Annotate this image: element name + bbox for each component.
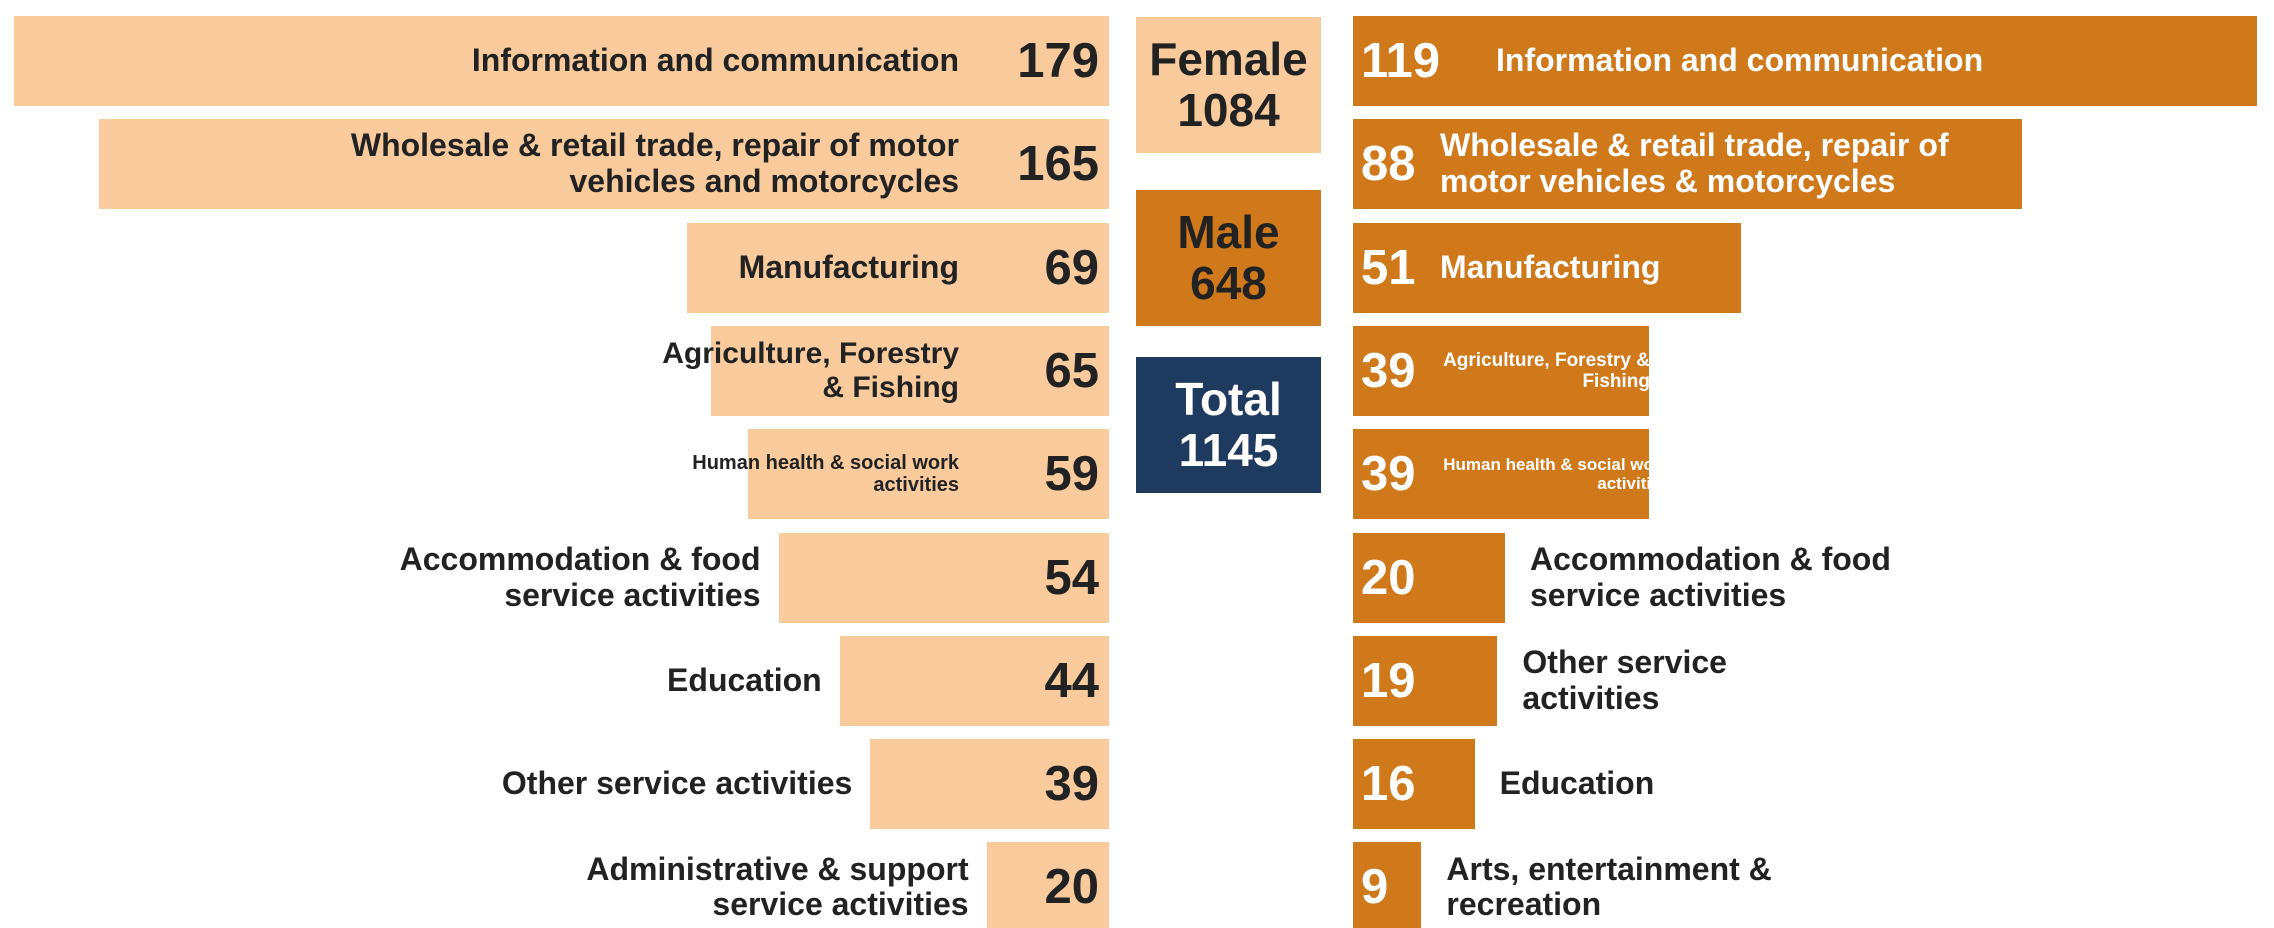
bar [1353, 532, 1505, 623]
bar [13, 16, 1109, 106]
summary-label: Male [1177, 206, 1280, 259]
category-label: Education [667, 661, 822, 698]
summary-box: Female 1084 [1136, 17, 1321, 153]
category-label: Manufacturing [1440, 248, 1661, 285]
bar [99, 119, 1109, 210]
bar [1353, 325, 1650, 416]
value-label: 44 [1044, 653, 1099, 708]
value-label: 20 [1044, 860, 1099, 915]
value-label: 88 [1361, 137, 1416, 192]
category-label: Administrative & support service activit… [586, 850, 969, 923]
summary-label: Total [1175, 373, 1282, 426]
value-label: 9 [1361, 860, 1389, 915]
bar [1353, 119, 2022, 210]
bar [711, 325, 1109, 416]
value-label: 39 [1361, 343, 1416, 398]
category-label: Accommodation & food service activities [399, 540, 761, 613]
category-label: Agriculture, Forestry & Fishing [662, 337, 959, 404]
category-label: Human health & social work activities [692, 451, 959, 497]
bar [839, 635, 1109, 726]
summary-value: 1145 [1178, 424, 1279, 476]
summary-label: Female [1149, 33, 1308, 86]
bar [747, 429, 1109, 520]
bar [1353, 635, 1498, 726]
value-label: 20 [1361, 550, 1416, 605]
value-label: 59 [1044, 447, 1099, 502]
bar [1353, 739, 1475, 830]
value-label: 69 [1044, 240, 1099, 295]
category-label: Agriculture, Forestry & Fishing [1443, 349, 1650, 392]
bar [870, 739, 1109, 830]
value-label: 179 [1017, 34, 1099, 88]
value-label: 65 [1044, 343, 1099, 398]
category-label: Other service activities [1522, 643, 1727, 716]
value-label: 16 [1361, 757, 1416, 812]
category-label: Other service activities [501, 765, 853, 802]
category-label: Wholesale & retail trade, repair of moto… [350, 127, 959, 200]
value-label: 119 [1361, 34, 1441, 88]
value-label: 165 [1017, 137, 1099, 192]
category-label: Education [1499, 765, 1655, 802]
value-label: 51 [1361, 240, 1416, 295]
value-label: 39 [1044, 757, 1099, 812]
bar [1353, 842, 1422, 928]
category-label: Human health & social work activities [1443, 455, 1670, 494]
category-label: Arts, entertainment & recreation [1446, 850, 1772, 923]
category-label: Information and communication [471, 42, 959, 79]
category-label: Accommodation & food service activities [1530, 540, 1891, 613]
bar [1353, 429, 1650, 520]
summary-box: Male 648 [1136, 190, 1321, 326]
bar [986, 842, 1109, 928]
category-label: Manufacturing [738, 248, 959, 285]
value-label: 54 [1044, 550, 1099, 605]
category-label: Wholesale & retail trade, repair of moto… [1440, 127, 1949, 200]
summary-box: Total 1145 [1136, 357, 1321, 493]
bar [686, 222, 1109, 313]
bar [1353, 16, 2258, 106]
summary-value: 648 [1190, 257, 1267, 309]
category-label: Information and communication [1496, 42, 1984, 79]
bar [778, 532, 1109, 623]
value-label: 19 [1361, 653, 1416, 708]
summary-value: 1084 [1177, 84, 1280, 136]
bar [1353, 222, 1741, 313]
value-label: 39 [1361, 447, 1416, 502]
